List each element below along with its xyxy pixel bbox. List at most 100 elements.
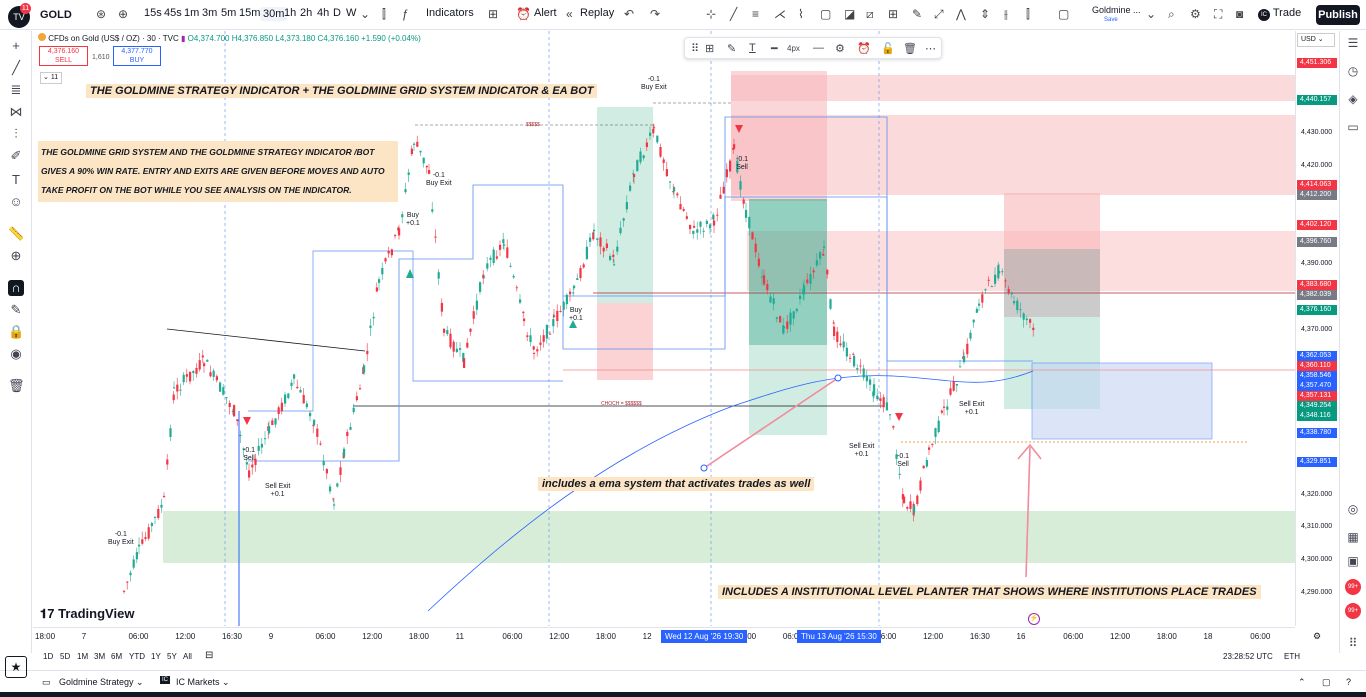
alert-button[interactable]: Alert: [534, 7, 557, 19]
chevron-up-icon[interactable]: ⌃: [1298, 677, 1306, 687]
fullscreen-icon[interactable]: ⛶: [1214, 7, 1223, 21]
star-favorites-icon[interactable]: ★: [5, 656, 27, 678]
range-5y[interactable]: 5Y: [167, 652, 177, 661]
range-6m[interactable]: 6M: [111, 652, 123, 661]
rectangle-icon[interactable]: ▢: [820, 7, 832, 21]
text-tool-icon[interactable]: T: [12, 172, 20, 187]
session-label[interactable]: ETH: [1284, 652, 1300, 661]
pen-icon[interactable]: ✎: [912, 7, 923, 21]
broker-tab[interactable]: IC Markets: [176, 677, 220, 687]
alert-icon[interactable]: ⏰: [516, 7, 531, 21]
chat-icon[interactable]: ▭: [1347, 120, 1359, 134]
help-icon[interactable]: ?: [1346, 677, 1352, 687]
lock-pencil-icon[interactable]: ✎: [10, 302, 22, 317]
brush-tool-icon[interactable]: ✐: [10, 148, 22, 163]
symbol-search[interactable]: GOLD: [40, 9, 72, 21]
currency-selector[interactable]: USD ⌄: [1297, 33, 1335, 47]
maximize-icon[interactable]: ▢: [1322, 677, 1331, 687]
camera-icon[interactable]: ◙: [1236, 7, 1244, 21]
ruler-icon[interactable]: ⧄: [866, 7, 874, 21]
buy-button[interactable]: 4,377.770 BUY: [113, 46, 161, 66]
interval-45s[interactable]: 45s: [164, 7, 182, 19]
replay-icon[interactable]: «: [566, 7, 573, 21]
settings-gear-icon[interactable]: ⚙: [835, 43, 845, 55]
interval-1h[interactable]: 1h: [284, 7, 297, 19]
settings-icon[interactable]: ⚙: [1190, 7, 1201, 21]
range-3m[interactable]: 3M: [94, 652, 106, 661]
interval-15s[interactable]: 15s: [144, 7, 162, 19]
channel-icon[interactable]: ≡: [752, 7, 760, 21]
forecast-icon[interactable]: ⫿: [1026, 7, 1030, 21]
range-1y[interactable]: 1Y: [151, 652, 161, 661]
layout-name[interactable]: Goldmine ...: [1092, 5, 1141, 15]
lock-icon[interactable]: 🔒: [8, 324, 25, 339]
time-axis[interactable]: 18:00 7 06:00 12:00 16:30 9 06:00 12:00 18:00 11 0…: [33, 627, 1321, 645]
chevron-down-icon[interactable]: ⌄: [136, 677, 144, 687]
range-1d[interactable]: 1D: [43, 652, 54, 661]
magnet-icon[interactable]: ∩: [8, 280, 24, 296]
axis-settings-icon[interactable]: ⚙: [1313, 631, 1322, 641]
drag-handle-icon[interactable]: ⠿: [691, 43, 700, 55]
watchlist-icon[interactable]: ☰: [1347, 36, 1359, 50]
projection-icon[interactable]: ⫶: [14, 126, 18, 141]
chevron-down-icon[interactable]: ⌄: [360, 7, 371, 21]
grid-icon[interactable]: ⊞: [888, 7, 899, 21]
line-width-value[interactable]: 4px: [787, 44, 800, 53]
eye-icon[interactable]: ◉: [10, 346, 22, 361]
zoom-icon[interactable]: ⊕: [10, 248, 22, 263]
price-axis[interactable]: 4,430.000 4,420.000 4,390.000 4,370.000 4,32…: [1295, 31, 1339, 626]
more-options-icon[interactable]: ⋯: [925, 43, 936, 55]
interval-w[interactable]: W: [346, 7, 357, 19]
replay-button[interactable]: Replay: [580, 7, 615, 19]
interval-3m[interactable]: 3m: [202, 7, 218, 19]
interval-4h[interactable]: 4h: [317, 7, 330, 19]
fib-icon[interactable]: ≣: [10, 82, 22, 97]
text-color-icon[interactable]: T: [749, 42, 756, 54]
apps-grid-icon[interactable]: ⠿: [1348, 636, 1358, 650]
pencil-color-icon[interactable]: ✎: [727, 43, 737, 55]
line-width-icon[interactable]: ━: [771, 43, 778, 55]
alert-add-icon[interactable]: ⏰: [857, 43, 871, 55]
add-symbol-icon[interactable]: ⊕: [118, 7, 129, 21]
target-icon[interactable]: ◎: [1347, 502, 1359, 516]
indicators-collapse-toggle[interactable]: ⌄ 11: [40, 72, 62, 84]
compare-icon[interactable]: ⊛: [96, 7, 107, 21]
range-ytd[interactable]: YTD: [129, 652, 145, 661]
redo-icon[interactable]: ↷: [650, 7, 661, 21]
trendline-icon[interactable]: ╱: [730, 7, 738, 21]
range-5d[interactable]: 5D: [60, 652, 71, 661]
badge-99b-icon[interactable]: 99+: [1345, 603, 1361, 619]
templates-icon[interactable]: ⊞: [488, 7, 499, 21]
pitchfork-icon[interactable]: ⋌: [774, 7, 786, 21]
ema-note[interactable]: includes a ema system that activates tra…: [538, 477, 815, 491]
description-paragraph[interactable]: THE GOLDMINE GRID SYSTEM AND THE GOLDMIN…: [38, 141, 398, 202]
trade-button[interactable]: IC Trade: [1258, 7, 1301, 21]
legend-symbol-title[interactable]: CFDs on Gold (US$ / OZ) · 30 · TVC: [48, 34, 179, 43]
publish-button[interactable]: Publish: [1316, 5, 1360, 25]
layers-icon[interactable]: ◈: [1348, 92, 1358, 106]
chat-badge-icon[interactable]: ▣: [1347, 554, 1359, 568]
goto-date-icon[interactable]: ⊟: [205, 650, 214, 661]
indicators-icon[interactable]: ƒ: [402, 7, 409, 21]
pattern-icon[interactable]: ⋀: [956, 7, 966, 21]
indicators-button[interactable]: Indicators: [426, 7, 474, 19]
interval-d[interactable]: D: [333, 7, 341, 19]
ruler-tool-icon[interactable]: 📏: [8, 226, 25, 241]
range-all[interactable]: All: [183, 652, 192, 661]
polygon-icon[interactable]: ◪: [844, 7, 856, 21]
range-1m[interactable]: 1M: [77, 652, 89, 661]
flag-icon[interactable]: ▮: [181, 34, 186, 43]
search-icon[interactable]: ⌕: [1168, 7, 1175, 21]
interval-2h[interactable]: 2h: [300, 7, 313, 19]
template-icon[interactable]: ⊞: [705, 43, 715, 55]
interval-5m[interactable]: 5m: [221, 7, 237, 19]
alerts-clock-icon[interactable]: ◷: [1347, 64, 1359, 78]
lock-drawing-icon[interactable]: 🔓: [881, 43, 895, 55]
delete-drawing-icon[interactable]: 🗑: [903, 43, 917, 55]
emoji-icon[interactable]: ☺: [9, 194, 23, 209]
chevron-down-icon[interactable]: ⌄: [1146, 7, 1157, 21]
pattern-tool-icon[interactable]: ⋈: [9, 104, 23, 119]
event-flash-icon[interactable]: ⚡: [1028, 613, 1040, 625]
undo-icon[interactable]: ↶: [624, 7, 635, 21]
crosshair-icon[interactable]: +: [12, 38, 20, 53]
